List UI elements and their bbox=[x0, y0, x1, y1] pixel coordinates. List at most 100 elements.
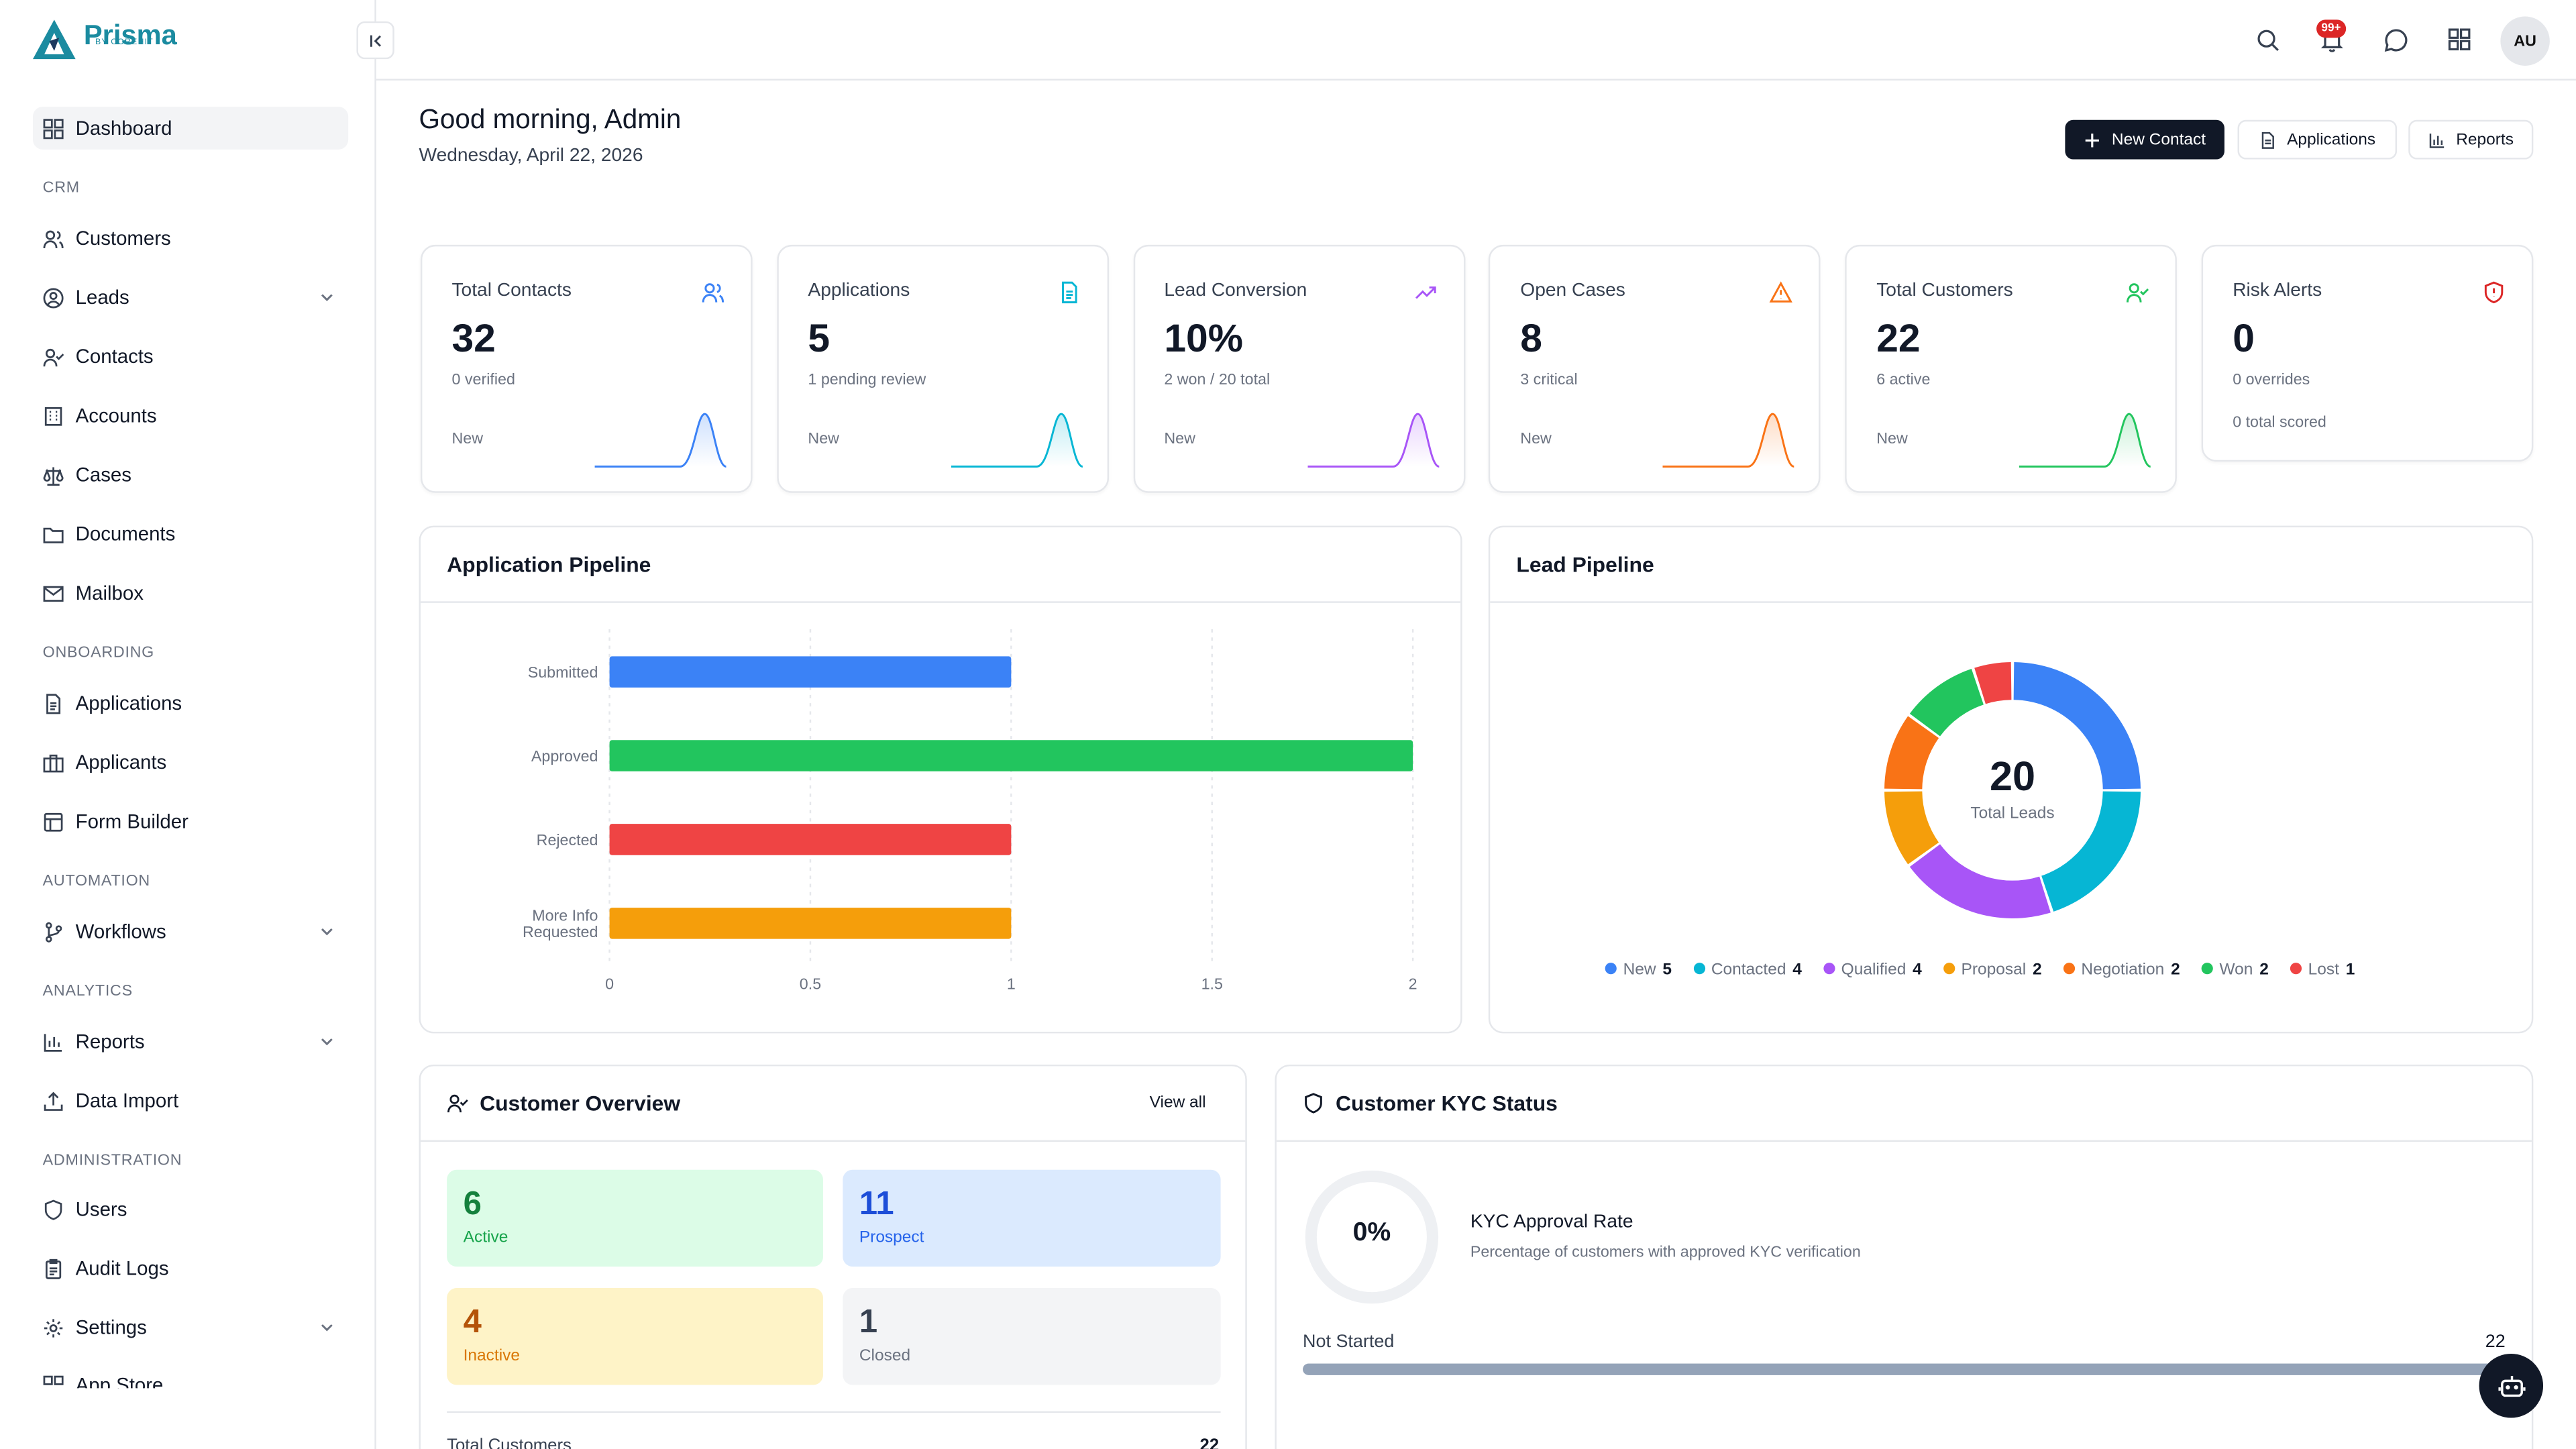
donut-slice[interactable] bbox=[1909, 669, 1984, 737]
new-contact-button[interactable]: New Contact bbox=[2065, 119, 2224, 160]
nav-workflows[interactable]: Workflows bbox=[33, 910, 348, 953]
lead-pipeline-card: Lead Pipeline 20 Total Leads bbox=[1488, 525, 2534, 1034]
nav-dashboard[interactable]: Dashboard bbox=[32, 107, 349, 150]
nav-mailbox[interactable]: Mailbox bbox=[33, 572, 348, 614]
legend-dot bbox=[1693, 963, 1705, 975]
reports-button[interactable]: Reports bbox=[2408, 119, 2534, 160]
legend-dot bbox=[1605, 963, 1617, 975]
nav-applicants[interactable]: Applicants bbox=[33, 741, 348, 784]
kpi-active[interactable]: 6 Active bbox=[447, 1169, 823, 1267]
nav-leads[interactable]: Leads bbox=[33, 276, 348, 319]
sparkline-line bbox=[951, 413, 1083, 468]
nav-reports[interactable]: Reports bbox=[33, 1020, 348, 1063]
donut-slice[interactable] bbox=[1909, 844, 2051, 918]
nav-settings[interactable]: Settings bbox=[33, 1306, 348, 1349]
sparkline-area bbox=[1663, 414, 1795, 467]
brand-logo[interactable]: Prisma bbox=[32, 18, 177, 61]
layout-icon bbox=[44, 812, 63, 831]
kyc-not-started-label: Not Started bbox=[1303, 1332, 1395, 1352]
legend-dot bbox=[2063, 963, 2075, 975]
nav-data-import[interactable]: Data Import bbox=[33, 1079, 348, 1122]
nav-app-store[interactable]: App Store bbox=[33, 1364, 348, 1389]
user-circle-icon bbox=[43, 287, 64, 308]
applications-button[interactable]: Applications bbox=[2237, 119, 2398, 160]
bar[interactable] bbox=[609, 740, 1413, 771]
upload-icon bbox=[44, 1091, 63, 1110]
kpi-prospect-label: Prospect bbox=[859, 1228, 924, 1247]
customer-overview-title: Customer Overview bbox=[480, 1091, 681, 1116]
nav-section-automation: AUTOMATION bbox=[42, 872, 151, 891]
legend-dot bbox=[1943, 963, 1955, 975]
shield-icon bbox=[44, 1199, 62, 1220]
nav-section-crm: CRM bbox=[42, 178, 80, 197]
legend-dot bbox=[2290, 963, 2302, 975]
bar[interactable] bbox=[609, 908, 1012, 939]
nav-documents[interactable]: Documents bbox=[33, 513, 348, 555]
donut-slice[interactable] bbox=[2041, 791, 2141, 912]
stat-value: 22 bbox=[1876, 317, 1921, 362]
kyc-status-card: Customer KYC Status 0% KYC Approval Rate… bbox=[1275, 1064, 2534, 1449]
stat-value: 0 bbox=[2233, 317, 2255, 362]
users-icon bbox=[702, 283, 724, 303]
stat-card[interactable]: Risk Alerts 0 0 overrides 0 total scored bbox=[2201, 244, 2534, 462]
stat-value: 10% bbox=[1164, 317, 1244, 362]
legend-item[interactable]: Proposal 2 bbox=[1943, 961, 2042, 979]
chevron-down-icon bbox=[321, 294, 333, 302]
message-circle-icon bbox=[2383, 28, 2407, 51]
donut-slice[interactable] bbox=[1884, 716, 1939, 790]
bar[interactable] bbox=[609, 656, 1012, 688]
kyc-rate-desc: Percentage of customers with approved KY… bbox=[1470, 1243, 1861, 1262]
nav-form-builder[interactable]: Form Builder bbox=[33, 800, 348, 843]
messages-button[interactable] bbox=[2379, 23, 2412, 56]
search-button[interactable] bbox=[2251, 23, 2284, 56]
legend-item[interactable]: Negotiation 2 bbox=[2063, 961, 2180, 979]
view-all-link[interactable]: View all bbox=[1149, 1094, 1206, 1112]
donut-slice[interactable] bbox=[1974, 661, 2012, 704]
total-customers-label: Total Customers bbox=[447, 1436, 572, 1449]
nav-documents-label: Documents bbox=[75, 522, 176, 546]
stat-card[interactable]: Total Customers 22 6 active New bbox=[1845, 244, 2178, 493]
nav-audit-logs-label: Audit Logs bbox=[75, 1256, 169, 1280]
legend-label: Won bbox=[2219, 961, 2253, 979]
stat-card[interactable]: Lead Conversion 10% 2 won / 20 total New bbox=[1132, 244, 1465, 493]
stat-value: 32 bbox=[451, 317, 496, 362]
assistant-button[interactable] bbox=[2479, 1353, 2544, 1418]
stat-sparkline bbox=[2019, 413, 2151, 468]
apps-button[interactable] bbox=[2443, 23, 2476, 56]
sparkline-area bbox=[1307, 414, 1439, 467]
stat-title: Risk Alerts bbox=[2233, 280, 2322, 301]
sidebar-collapse-button[interactable] bbox=[356, 21, 394, 60]
nav-applications[interactable]: Applications bbox=[33, 682, 348, 724]
kpi-inactive-value: 4 bbox=[463, 1304, 482, 1341]
nav-app-store-label: App Store bbox=[75, 1373, 164, 1389]
nav-audit-logs[interactable]: Audit Logs bbox=[33, 1247, 348, 1290]
bar[interactable] bbox=[609, 824, 1012, 855]
user-avatar[interactable]: AU bbox=[2500, 16, 2550, 66]
stat-card[interactable]: Applications 5 1 pending review New bbox=[776, 244, 1109, 493]
nav-clip: App Store bbox=[0, 1364, 374, 1389]
stat-note: New bbox=[1520, 430, 1552, 449]
donut-slice[interactable] bbox=[1884, 791, 1939, 865]
stat-card[interactable]: Open Cases 8 3 critical New bbox=[1489, 244, 1821, 493]
nav-users[interactable]: Users bbox=[33, 1188, 348, 1231]
kyc-rate-value: 0% bbox=[1352, 1219, 1391, 1247]
nav-cases-label: Cases bbox=[75, 463, 131, 486]
donut-slice[interactable] bbox=[2013, 661, 2141, 790]
kpi-prospect[interactable]: 11 Prospect bbox=[843, 1169, 1221, 1267]
nav-cases[interactable]: Cases bbox=[33, 453, 348, 496]
legend-item[interactable]: New 5 bbox=[1605, 961, 1672, 979]
grid-icon bbox=[2448, 28, 2471, 51]
kpi-closed[interactable]: 1 Closed bbox=[843, 1288, 1221, 1385]
legend-item[interactable]: Contacted 4 bbox=[1693, 961, 1802, 979]
stat-card[interactable]: Total Contacts 32 0 verified New bbox=[420, 244, 753, 493]
stat-note: New bbox=[1164, 430, 1195, 449]
kyc-progress-track bbox=[1303, 1363, 2508, 1375]
file-text-icon bbox=[2261, 131, 2275, 148]
kpi-inactive[interactable]: 4 Inactive bbox=[447, 1288, 823, 1385]
legend-item[interactable]: Won 2 bbox=[2201, 961, 2269, 979]
nav-accounts[interactable]: Accounts bbox=[33, 394, 348, 437]
legend-item[interactable]: Qualified 4 bbox=[1823, 961, 1922, 979]
nav-contacts[interactable]: Contacts bbox=[33, 335, 348, 378]
nav-customers[interactable]: Customers bbox=[33, 217, 348, 260]
legend-item[interactable]: Lost 1 bbox=[2290, 961, 2355, 979]
